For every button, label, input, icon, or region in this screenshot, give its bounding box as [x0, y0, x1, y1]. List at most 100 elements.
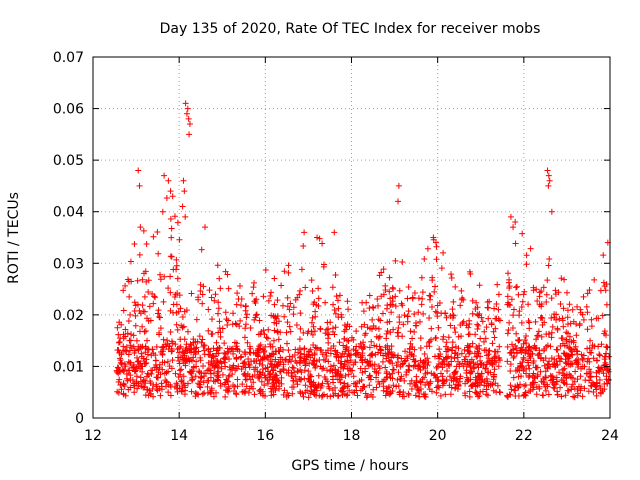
data-point — [130, 363, 137, 370]
data-point — [525, 301, 532, 308]
data-point — [384, 327, 391, 334]
data-point — [119, 366, 126, 373]
data-point — [568, 383, 575, 390]
data-point — [215, 310, 222, 317]
data-point — [504, 343, 511, 350]
data-point — [366, 344, 373, 351]
data-point — [324, 319, 331, 326]
data-point — [131, 389, 138, 396]
data-point — [521, 391, 528, 398]
data-point — [267, 293, 274, 300]
data-point — [401, 312, 408, 319]
data-point — [523, 332, 530, 339]
data-point — [310, 361, 317, 368]
data-point — [562, 392, 569, 399]
data-point — [114, 324, 121, 331]
data-point — [165, 285, 172, 292]
data-point — [293, 359, 300, 366]
data-point — [269, 358, 276, 365]
data-point — [407, 340, 414, 347]
data-point — [492, 325, 499, 332]
data-point — [345, 371, 352, 378]
data-point — [504, 293, 511, 300]
x-tick-label: 20 — [429, 428, 447, 444]
data-point — [284, 319, 291, 326]
data-point — [511, 353, 518, 360]
data-point — [214, 376, 221, 383]
data-point — [425, 339, 432, 346]
data-point — [389, 388, 396, 395]
data-point — [167, 392, 174, 399]
data-point — [116, 338, 123, 345]
data-point — [262, 393, 269, 400]
data-point — [337, 387, 344, 394]
data-point — [596, 376, 603, 383]
data-point — [507, 361, 514, 368]
data-point — [493, 359, 500, 366]
data-point — [417, 335, 424, 342]
data-point — [510, 306, 517, 313]
data-point — [233, 301, 240, 308]
data-point — [160, 336, 167, 343]
data-point — [174, 275, 181, 282]
data-point — [475, 373, 482, 380]
data-point — [348, 334, 355, 341]
data-point — [145, 346, 152, 353]
data-point — [174, 388, 181, 395]
data-point — [437, 392, 444, 399]
data-points — [113, 100, 613, 401]
data-point — [506, 302, 513, 309]
data-point — [127, 347, 134, 354]
data-point — [375, 325, 382, 332]
data-point — [240, 388, 247, 395]
data-point — [570, 393, 577, 400]
data-point — [307, 346, 314, 353]
data-point — [284, 389, 291, 396]
data-point — [302, 356, 309, 363]
data-point — [264, 354, 271, 361]
data-point — [485, 351, 492, 358]
data-point — [583, 303, 590, 310]
data-point — [215, 305, 222, 312]
data-point — [217, 358, 224, 365]
data-point — [593, 369, 600, 376]
data-point — [190, 354, 197, 361]
data-point — [339, 391, 346, 398]
data-point — [143, 278, 150, 285]
data-point — [566, 333, 573, 340]
data-point — [534, 332, 541, 339]
data-point — [157, 348, 164, 355]
data-point — [199, 390, 206, 397]
data-point — [180, 323, 187, 330]
data-point — [131, 240, 138, 247]
data-point — [596, 352, 603, 359]
data-point — [434, 378, 441, 385]
data-point — [371, 366, 378, 373]
data-point — [141, 358, 148, 365]
data-point — [361, 321, 368, 328]
data-point — [205, 306, 212, 313]
data-point — [334, 297, 341, 304]
data-point — [563, 329, 570, 336]
data-point — [483, 347, 490, 354]
data-point — [329, 325, 336, 332]
data-point — [440, 377, 447, 384]
data-point — [465, 376, 472, 383]
data-point — [298, 369, 305, 376]
data-point — [150, 393, 157, 400]
data-point — [130, 332, 137, 339]
data-point — [523, 365, 530, 372]
data-point — [174, 326, 181, 333]
data-point — [341, 361, 348, 368]
data-point — [454, 351, 461, 358]
data-point — [167, 188, 174, 195]
data-point — [459, 320, 466, 327]
data-point — [452, 369, 459, 376]
data-point — [185, 355, 192, 362]
chart-title: Day 135 of 2020, Rate Of TEC Index for r… — [160, 21, 541, 37]
data-point — [169, 347, 176, 354]
data-point — [449, 339, 456, 346]
data-point — [188, 370, 195, 377]
data-point — [137, 374, 144, 381]
data-point — [368, 326, 375, 333]
